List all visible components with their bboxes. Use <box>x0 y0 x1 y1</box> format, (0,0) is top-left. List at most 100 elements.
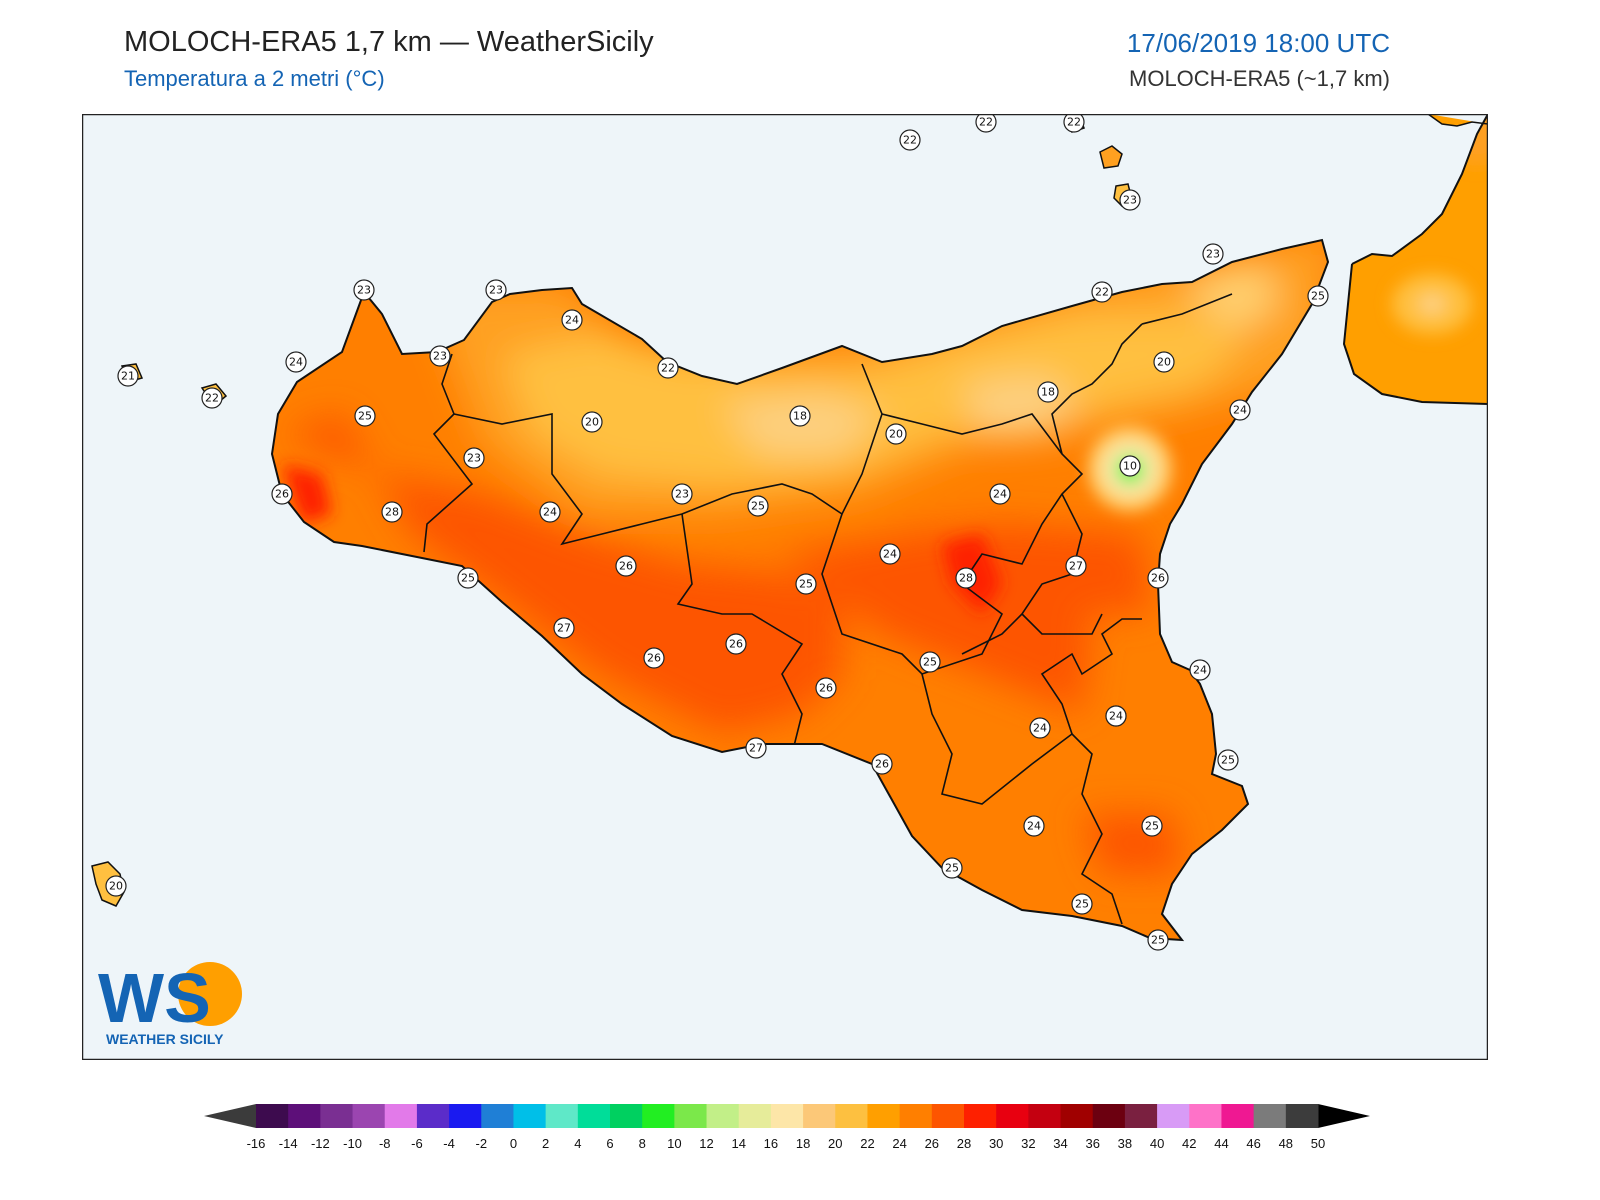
temperature-value-text: 23 <box>433 350 447 363</box>
temperature-value-label: 25 <box>354 405 376 427</box>
colorbar-tick-label: -16 <box>247 1136 266 1151</box>
colorbar-segment <box>545 1104 579 1128</box>
temperature-value-label: 20 <box>581 411 603 433</box>
temperature-value-label: 25 <box>1071 893 1093 915</box>
colorbar-tick-label: -14 <box>279 1136 298 1151</box>
colorbar-segment <box>1060 1104 1094 1128</box>
valid-datetime: 17/06/2019 18:00 UTC <box>1126 28 1390 58</box>
colorbar-tick-label: 36 <box>1085 1136 1099 1151</box>
temperature-value-label: 25 <box>1307 285 1329 307</box>
temperature-value-label: 23 <box>485 279 507 301</box>
temperature-value-text: 20 <box>1157 356 1171 369</box>
colorbar-segment <box>577 1104 611 1128</box>
colorbar-tick-label: 46 <box>1246 1136 1260 1151</box>
colorbar-segment <box>1189 1104 1222 1128</box>
temperature-value-text: 28 <box>959 572 973 585</box>
colorbar-tick-label: 12 <box>699 1136 713 1151</box>
colorbar-tick-label: 6 <box>606 1136 613 1151</box>
colorbar-segment <box>513 1104 547 1128</box>
temperature-value-text: 25 <box>1145 820 1159 833</box>
colorbar-tick-label: 44 <box>1214 1136 1228 1151</box>
temperature-value-label: 25 <box>1141 815 1163 837</box>
temperature-value-text: 24 <box>993 488 1007 501</box>
colorbar-tick-label: 38 <box>1118 1136 1132 1151</box>
colorbar-min-arrow <box>204 1104 256 1128</box>
temperature-value-text: 25 <box>1221 754 1235 767</box>
temperature-value-label: 24 <box>879 543 901 565</box>
temperature-value-text: 23 <box>467 452 481 465</box>
colorbar-segment <box>610 1104 643 1128</box>
temperature-value-label: 24 <box>1189 659 1211 681</box>
temperature-value-label: 26 <box>643 647 665 669</box>
colorbar-tick-label: 28 <box>957 1136 971 1151</box>
logo-initials: WS <box>98 959 211 1037</box>
colorbar-tick-label: 10 <box>667 1136 681 1151</box>
temperature-value-text: 22 <box>903 134 917 147</box>
colorbar-tick-label: 22 <box>860 1136 874 1151</box>
temperature-value-text: 28 <box>385 506 399 519</box>
temperature-value-label: 24 <box>1023 815 1045 837</box>
temperature-value-text: 27 <box>749 742 763 755</box>
temperature-value-text: 26 <box>619 560 633 573</box>
temperature-value-label: 23 <box>353 279 375 301</box>
temperature-value-label: 26 <box>271 483 293 505</box>
temperature-value-text: 10 <box>1123 460 1137 473</box>
map-frame <box>82 114 1488 1060</box>
colorbar-segment <box>964 1104 997 1128</box>
colorbar-segment <box>867 1104 901 1128</box>
map-subtitle: Temperatura a 2 metri (°C) <box>124 66 385 91</box>
temperature-value-label: 22 <box>1063 114 1085 133</box>
temperature-value-label: 27 <box>745 737 767 759</box>
temperature-labels: 22 22 22 23 23 22 25 20 24 18 10 23 23 24 23 22 21 22 24 25… <box>105 114 1329 951</box>
temperature-value-text: 24 <box>1193 664 1207 677</box>
map-header: MOLOCH-ERA5 1,7 km — WeatherSicily Tempe… <box>0 0 1600 110</box>
temperature-value-label: 25 <box>1147 929 1169 951</box>
temperature-value-label: 10 <box>1119 455 1141 477</box>
temperature-value-label: 25 <box>457 567 479 589</box>
colorbar-tick-label: 24 <box>892 1136 906 1151</box>
temperature-value-text: 26 <box>819 682 833 695</box>
temperature-colorbar: -16 -14 -12 -10 -8 -6 -4 -2 0 2 4 6 8 10 12 14 16 18 20 22 2… <box>204 1104 1370 1151</box>
temperature-value-label: 20 <box>105 875 127 897</box>
colorbar-tick-label: -10 <box>343 1136 362 1151</box>
temperature-value-label: 28 <box>955 567 977 589</box>
temperature-value-label: 23 <box>1202 243 1224 265</box>
temperature-value-label: 26 <box>871 753 893 775</box>
temperature-value-label: 26 <box>1147 567 1169 589</box>
temperature-value-text: 24 <box>565 314 579 327</box>
temperature-value-label: 24 <box>989 483 1011 505</box>
weathersicily-logo: WS WEATHER SICILY <box>98 959 242 1047</box>
temperature-value-text: 26 <box>729 638 743 651</box>
temperature-value-label: 25 <box>1217 749 1239 771</box>
temperature-value-text: 26 <box>275 488 289 501</box>
temperature-value-label: 25 <box>919 651 941 673</box>
colorbar-tick-label: 42 <box>1182 1136 1196 1151</box>
temperature-value-label: 28 <box>381 501 403 523</box>
temperature-value-label: 24 <box>561 309 583 331</box>
calabria-coastline <box>1342 114 1488 405</box>
temperature-value-label: 26 <box>815 677 837 699</box>
temperature-value-text: 27 <box>1069 560 1083 573</box>
colorbar-tick-label: 0 <box>510 1136 517 1151</box>
colorbar-segment <box>352 1104 386 1128</box>
temperature-value-text: 26 <box>1151 572 1165 585</box>
temperature-value-text: 25 <box>1311 290 1325 303</box>
temperature-value-text: 25 <box>751 500 765 513</box>
temperature-value-text: 23 <box>1206 248 1220 261</box>
colorbar-tick-label: 16 <box>764 1136 778 1151</box>
colorbar-segment <box>1092 1104 1126 1128</box>
province-borders <box>423 293 1233 925</box>
temperature-value-text: 25 <box>923 656 937 669</box>
temperature-value-label: 26 <box>615 555 637 577</box>
temperature-value-label: 25 <box>941 857 963 879</box>
temperature-value-label: 23 <box>1119 189 1141 211</box>
colorbar-tick-label: 2 <box>542 1136 549 1151</box>
temperature-value-text: 25 <box>358 410 372 423</box>
temperature-value-label: 20 <box>885 423 907 445</box>
temperature-value-label: 18 <box>1037 381 1059 403</box>
temperature-value-text: 25 <box>461 572 475 585</box>
temperature-value-label: 26 <box>725 633 747 655</box>
temperature-value-text: 24 <box>883 548 897 561</box>
temperature-value-text: 23 <box>357 284 371 297</box>
temperature-value-label: 22 <box>1091 281 1113 303</box>
